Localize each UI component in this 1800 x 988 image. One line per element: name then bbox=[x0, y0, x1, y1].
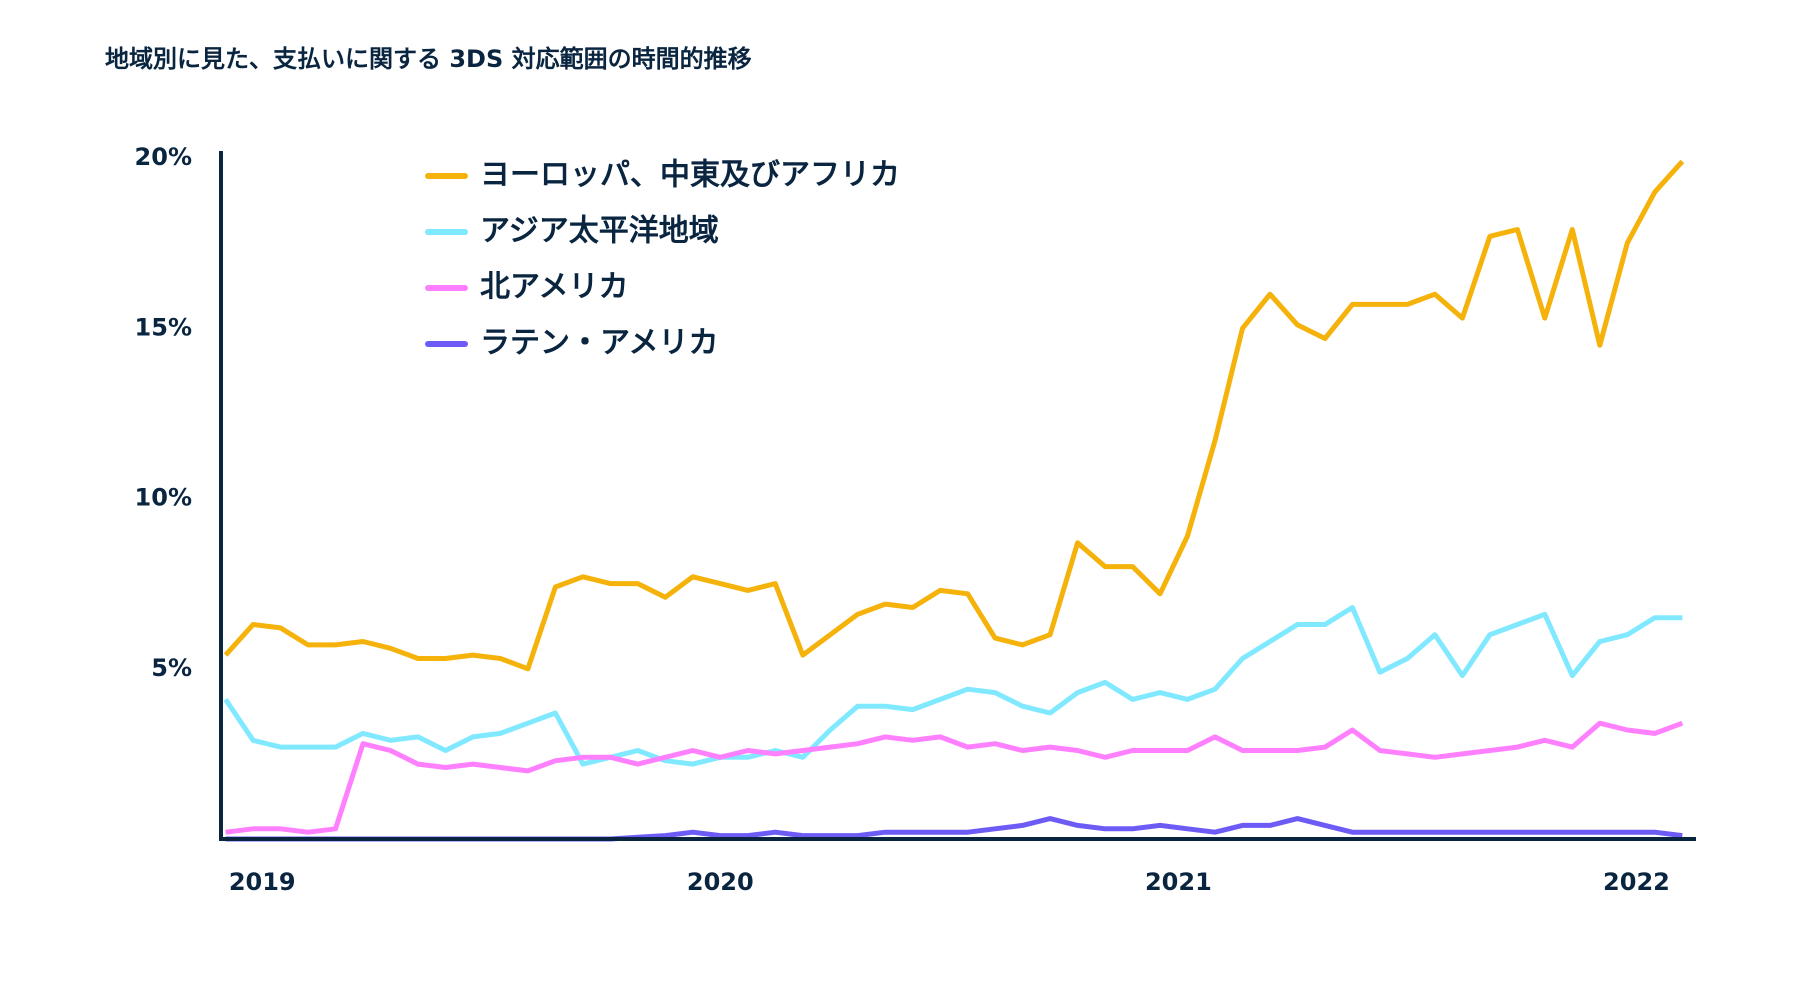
y-tick-label: 20% bbox=[135, 143, 192, 171]
series-line bbox=[225, 720, 1684, 835]
x-tick-label: 2022 bbox=[1603, 868, 1670, 896]
series-line bbox=[223, 159, 1685, 672]
legend-label: アジア太平洋地域 bbox=[480, 214, 719, 249]
series-line bbox=[223, 605, 1683, 767]
x-tick-label: 2019 bbox=[229, 868, 296, 896]
series-line bbox=[225, 816, 1683, 842]
y-tick-label: 10% bbox=[135, 484, 192, 512]
legend-label: ヨーロッパ、中東及びアフリカ bbox=[480, 158, 900, 193]
y-tick-label: 15% bbox=[135, 313, 192, 341]
x-tick-label: 2021 bbox=[1145, 868, 1212, 896]
chart-title: 地域別に見た、支払いに関する 3DS 対応範囲の時間的推移 bbox=[105, 45, 752, 73]
y-tick-label: 5% bbox=[151, 654, 192, 682]
x-tick-label: 2020 bbox=[687, 868, 754, 896]
legend-label: 北アメリカ bbox=[480, 270, 629, 305]
legend-label: ラテン・アメリカ bbox=[480, 326, 719, 361]
